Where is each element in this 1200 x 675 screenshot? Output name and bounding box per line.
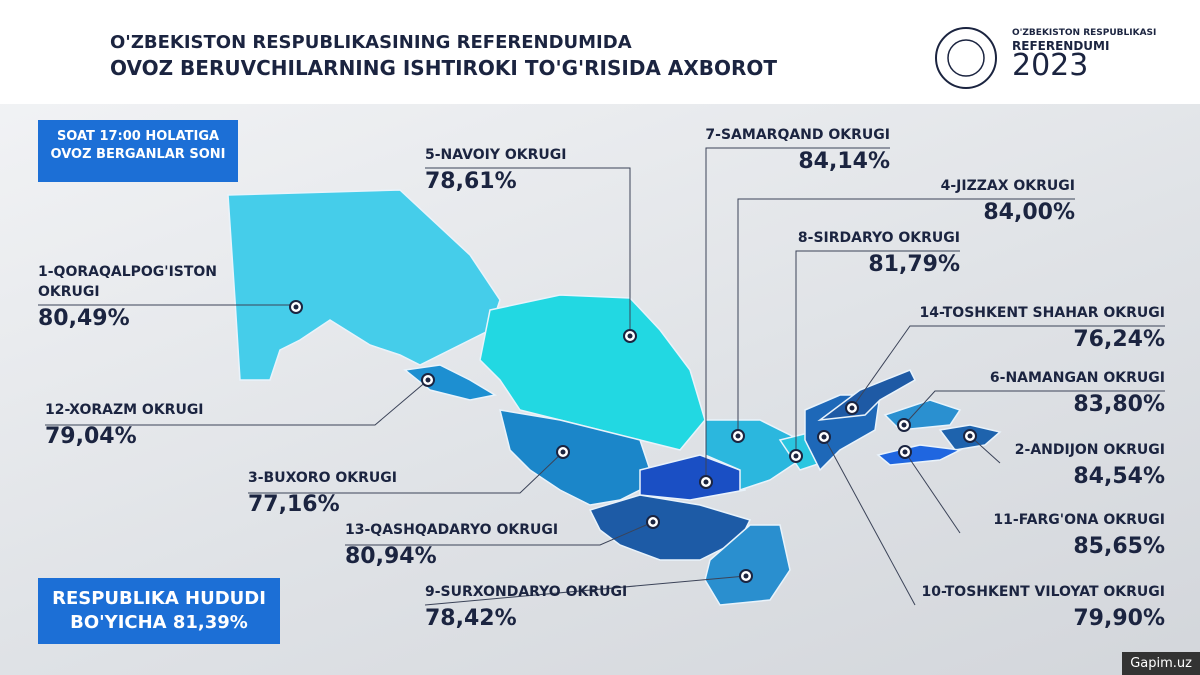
region-value: 79,04%: [45, 424, 137, 449]
region-name: 14-TOSHKENT SHAHAR OKRUGI: [919, 305, 1165, 321]
region-value: 80,49%: [38, 306, 130, 331]
region-dot-core: [902, 449, 908, 455]
region-dot-core: [821, 434, 827, 440]
region-value: 83,80%: [1073, 392, 1165, 417]
title: OVOZ BERUVCHILARNING ISHTIROKI TO'G'RISI…: [110, 56, 778, 80]
leader-line: [424, 575, 747, 606]
region-shape: [876, 444, 963, 466]
region-value: 77,16%: [248, 492, 340, 517]
region-name: 9-SURXONDARYO OKRUGI: [425, 584, 628, 600]
region-value: 81,79%: [868, 252, 960, 277]
region-shape: [704, 524, 791, 606]
region-name: 10-TOSHKENT VILOYAT OKRUGI: [921, 584, 1165, 600]
note-line: SOAT 17:00 HOLATIGA: [56, 129, 220, 144]
region-shape: [704, 419, 801, 492]
region-dot-core: [650, 519, 656, 525]
region-value: 78,61%: [425, 169, 517, 194]
time-note: SOAT 17:00 HOLATIGA OVOZ BERGANLAR SONI: [38, 120, 238, 182]
total-line: RESPUBLIKA HUDUDI: [52, 588, 266, 609]
leader-line: [823, 436, 916, 606]
region-value: 78,42%: [425, 606, 517, 631]
region-dot-core: [293, 304, 299, 310]
region-value: 80,94%: [345, 544, 437, 569]
leader-line: [903, 390, 1165, 426]
logo-emblem: [935, 27, 997, 89]
leader-line: [248, 451, 564, 494]
region-label: 9-SURXONDARYO OKRUGI 78,42%: [425, 584, 627, 631]
leader-line: [345, 521, 654, 546]
region-label: 13-QASHQADARYO OKRUGI 80,94%: [345, 522, 558, 569]
leader-line: [904, 451, 961, 534]
region-dot-core: [703, 479, 709, 485]
region-value: 84,00%: [983, 200, 1075, 225]
region-name: 7-SAMARQAND OKRUGI: [705, 127, 890, 143]
region-name: 13-QASHQADARYO OKRUGI: [345, 522, 559, 538]
region-name: 1-QORAQALPOG'ISTON OKRUGI: [38, 264, 218, 300]
region-label: 4-JIZZAX OKRUGI 84,00%: [941, 178, 1075, 225]
total-line: BO'YICHA 81,39%: [70, 612, 248, 633]
region-shape: [498, 409, 651, 506]
logo-year: 2023: [1012, 48, 1089, 83]
note-line: OVOZ BERGANLAR SONI: [50, 147, 226, 162]
region-label: 2-ANDIJON OKRUGI 84,54%: [1015, 442, 1165, 489]
region-name: 11-FARG'ONA OKRUGI: [993, 512, 1165, 528]
region-label: 8-SIRDARYO OKRUGI 81,79%: [798, 230, 960, 277]
region-dot-core: [967, 433, 973, 439]
region-value: 84,14%: [798, 149, 890, 174]
region-shape: [588, 494, 752, 561]
region-shape: [403, 364, 498, 401]
region-label: 3-BUXORO OKRUGI 77,16%: [248, 470, 397, 517]
total-box: RESPUBLIKA HUDUDI BO'YICHA 81,39%: [38, 578, 280, 644]
region-value: 79,90%: [1073, 606, 1165, 631]
region-value: 85,65%: [1073, 534, 1165, 559]
leader-line: [795, 250, 960, 456]
region-dot-core: [901, 422, 907, 428]
logo-text: REFERENDUMI: [1012, 39, 1110, 53]
region-dot-core: [627, 333, 633, 339]
region-label: 14-TOSHKENT SHAHAR OKRUGI 76,24%: [920, 305, 1165, 352]
region-dot-core: [793, 453, 799, 459]
regions: [227, 189, 1002, 606]
region-dot-core: [849, 405, 855, 411]
region-dot-core: [743, 573, 749, 579]
region-dot-core: [425, 377, 431, 383]
title: O'ZBEKISTON RESPUBLIKASINING REFERENDUMI…: [110, 32, 632, 53]
region-value: 76,24%: [1073, 327, 1165, 352]
region-name: 8-SIRDARYO OKRUGI: [797, 230, 960, 246]
leader-line: [737, 198, 1075, 436]
logo-text: O'ZBEKISTON RESPUBLIKASI: [1012, 28, 1157, 38]
leader-line: [851, 325, 1165, 409]
region-label: 5-NAVOIY OKRUGI 78,61%: [425, 147, 566, 194]
region-label: 11-FARG'ONA OKRUGI 85,65%: [993, 512, 1165, 559]
region-name: 5-NAVOIY OKRUGI: [425, 147, 567, 163]
region-label: 12-XORAZM OKRUGI 79,04%: [45, 402, 204, 449]
region-name: 4-JIZZAX OKRUGI: [940, 178, 1075, 194]
region-name: 6-NAMANGAN OKRUGI: [989, 370, 1165, 386]
region-label: 6-NAMANGAN OKRUGI 83,80%: [990, 370, 1165, 417]
region-label: 1-QORAQALPOG'ISTON OKRUGI 80,49%: [38, 262, 228, 331]
region-value: 84,54%: [1073, 464, 1165, 489]
header: O'ZBEKISTON RESPUBLIKASINING REFERENDUMI…: [0, 0, 1200, 104]
region-dot-core: [560, 449, 566, 455]
region-label: 7-SAMARQAND OKRUGI 84,14%: [705, 127, 890, 174]
watermark: Gapim.uz: [1122, 652, 1200, 675]
region-name: 2-ANDIJON OKRUGI: [1014, 442, 1165, 458]
region-shape: [227, 189, 501, 381]
region-name: 3-BUXORO OKRUGI: [248, 470, 397, 486]
region-dot-core: [735, 433, 741, 439]
leader-line: [45, 379, 429, 426]
leader-line: [705, 147, 890, 482]
region-name: 12-XORAZM OKRUGI: [45, 402, 204, 418]
leader-line: [425, 167, 631, 336]
region-label: 10-TOSHKENT VILOYAT OKRUGI 79,90%: [922, 584, 1165, 631]
region-shape: [817, 369, 916, 422]
region-shape: [479, 294, 706, 451]
